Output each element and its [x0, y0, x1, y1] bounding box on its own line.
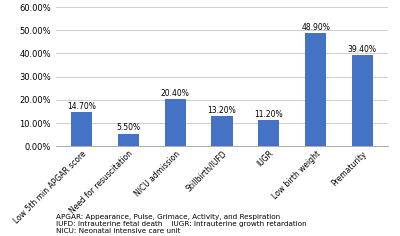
Text: 39.40%: 39.40%	[348, 45, 377, 54]
Text: APGAR: Appearance, Pulse, Grimace, Activity, and Respiration
IUFD: Intrauterine : APGAR: Appearance, Pulse, Grimace, Activ…	[56, 214, 307, 234]
Text: 20.40%: 20.40%	[161, 89, 190, 98]
Bar	[118, 134, 139, 146]
Text: 11.20%: 11.20%	[254, 110, 283, 119]
Text: 48.90%: 48.90%	[301, 23, 330, 32]
Text: 5.50%: 5.50%	[116, 123, 140, 132]
Bar	[212, 116, 232, 146]
Text: 14.70%: 14.70%	[67, 102, 96, 111]
Bar	[258, 120, 279, 146]
Bar	[305, 33, 326, 146]
Bar	[352, 55, 373, 146]
Bar	[165, 99, 186, 146]
Text: 13.20%: 13.20%	[208, 105, 236, 114]
Bar	[71, 112, 92, 146]
